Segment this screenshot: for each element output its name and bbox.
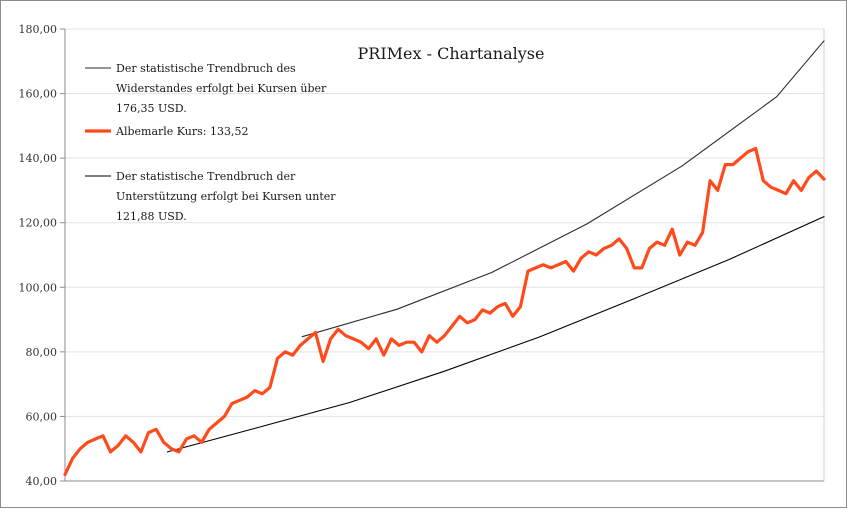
chart-title: PRIMex - Chartanalyse xyxy=(358,44,545,63)
resistance-line xyxy=(301,40,825,338)
legend-label-price: Albemarle Kurs: 133,52 xyxy=(115,125,248,138)
legend-label-support: Der statistische Trendbruch der Unterstüt… xyxy=(116,170,336,223)
y-tick-label: 160,00 xyxy=(19,88,58,101)
y-tick-label: 80,00 xyxy=(26,346,58,359)
support-line xyxy=(166,216,825,453)
y-tick-label: 180,00 xyxy=(19,23,58,36)
price-line xyxy=(63,146,826,477)
legend-label-resistance: Der statistische Trendbruch des Widerstan… xyxy=(116,62,327,115)
y-tick-label: 120,00 xyxy=(19,217,58,230)
y-tick-label: 60,00 xyxy=(26,410,58,423)
y-tick-label: 100,00 xyxy=(19,281,58,294)
y-tick-label: 40,00 xyxy=(26,475,58,488)
y-tick-label: 140,00 xyxy=(19,152,58,165)
